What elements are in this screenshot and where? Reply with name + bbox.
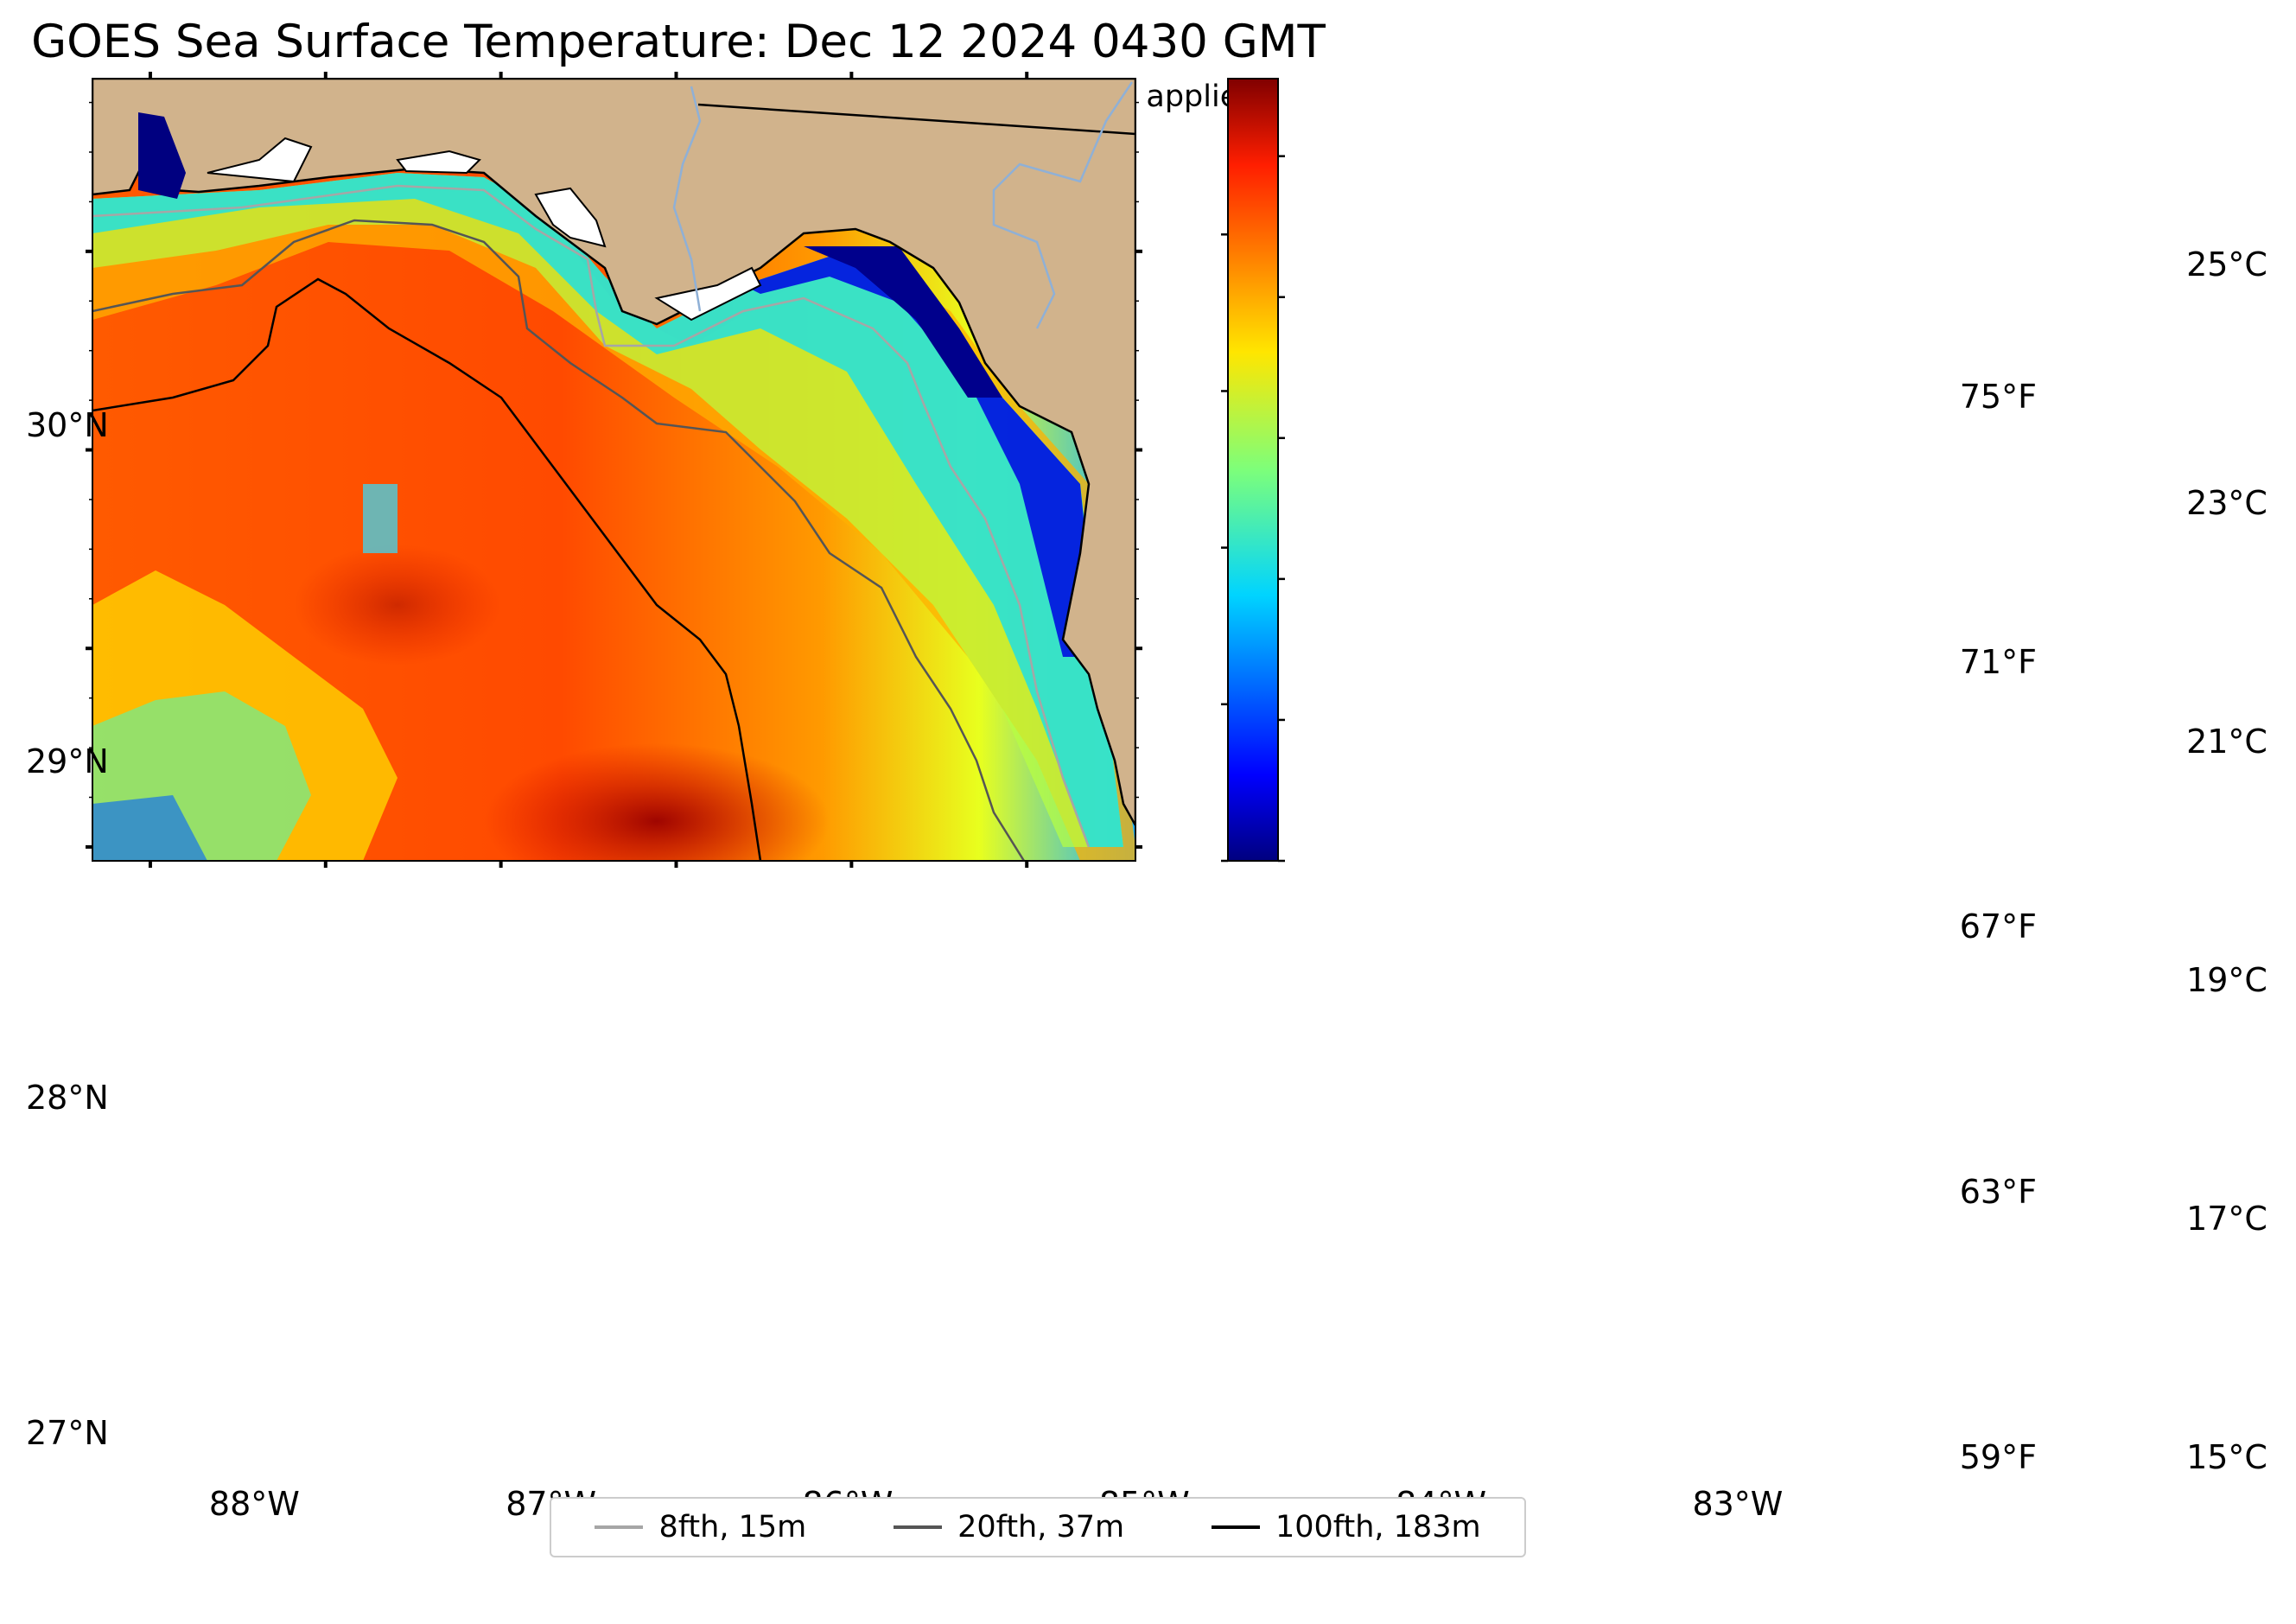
colorbar-f-label: 63°F bbox=[1959, 1172, 2037, 1211]
colorbar-f-label: 67°F bbox=[1959, 908, 2037, 946]
sst-map-figure bbox=[86, 72, 1285, 868]
colorbar bbox=[1227, 78, 1279, 862]
colorbar-c-label: 25°C bbox=[2186, 245, 2267, 283]
land bbox=[92, 79, 1135, 828]
state-border bbox=[697, 103, 1135, 136]
map-title: GOES Sea Surface Temperature: Dec 12 202… bbox=[31, 16, 1326, 68]
legend-swatch bbox=[894, 1525, 943, 1529]
colorbar-c-label: 17°C bbox=[2186, 1199, 2267, 1238]
sst-field bbox=[92, 79, 1135, 861]
colorbar-c-label: 23°C bbox=[2186, 483, 2267, 522]
colorbar-c-label: 19°C bbox=[2186, 960, 2267, 999]
lat-tick-label: 30°N bbox=[26, 406, 109, 445]
legend-label: 100fth, 183m bbox=[1275, 1510, 1481, 1544]
colorbar-c-label: 15°C bbox=[2186, 1437, 2267, 1476]
legend-label: 8fth, 15m bbox=[658, 1510, 807, 1544]
colorbar-f-label: 59°F bbox=[1959, 1437, 2037, 1476]
colorbar-f-label: 75°F bbox=[1959, 378, 2037, 417]
river bbox=[992, 81, 1134, 329]
map-frame bbox=[92, 78, 1136, 862]
colorbar-tick-marks bbox=[1221, 155, 1285, 863]
lat-tick-label: 27°N bbox=[26, 1414, 109, 1453]
colorbar-f-label: 71°F bbox=[1959, 642, 2037, 681]
lat-tick-label: 29°N bbox=[26, 742, 109, 780]
river bbox=[672, 86, 702, 312]
legend-swatch bbox=[1211, 1525, 1260, 1529]
legend-item-100fth: 100fth, 183m bbox=[1211, 1510, 1481, 1544]
legend-item-20fth: 20fth, 37m bbox=[894, 1510, 1124, 1544]
colorbar-c-label: 21°C bbox=[2186, 722, 2267, 761]
legend-item-8fth: 8fth, 15m bbox=[595, 1510, 806, 1544]
lon-tick-marks bbox=[148, 72, 1029, 868]
contour-legend: 8fth, 15m 20fth, 37m 100fth, 183m bbox=[550, 1497, 1526, 1557]
lon-tick-label: 83°W bbox=[1692, 1485, 1784, 1523]
lat-tick-marks bbox=[86, 101, 1142, 849]
lat-tick-label: 28°N bbox=[26, 1078, 109, 1117]
lon-tick-label: 88°W bbox=[208, 1485, 300, 1523]
legend-label: 20fth, 37m bbox=[957, 1510, 1125, 1544]
legend-swatch bbox=[595, 1525, 644, 1529]
